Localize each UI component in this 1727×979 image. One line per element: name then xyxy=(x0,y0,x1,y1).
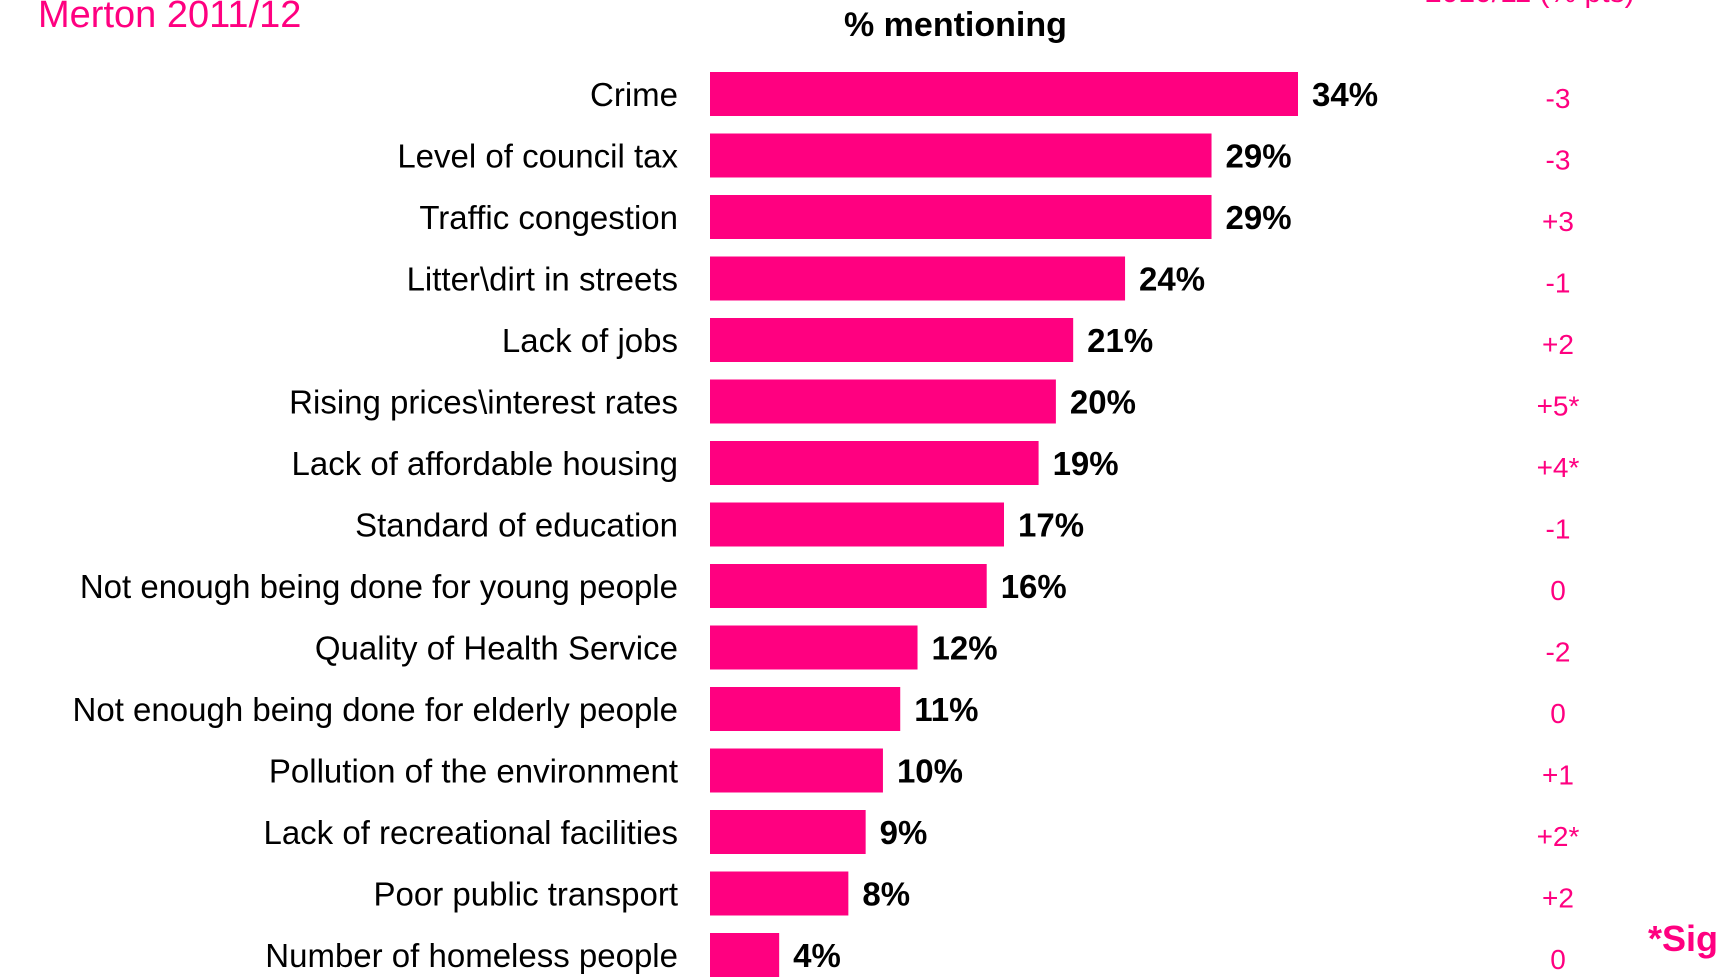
change-label-pollution-of-the-environment: +1 xyxy=(1542,760,1574,791)
category-label-lack-of-jobs: Lack of jobs xyxy=(502,322,678,359)
comparison-header-2010-11: 2010/11 (% pts) xyxy=(1425,0,1635,10)
change-label-not-enough-being-done-for-elderly-people: 0 xyxy=(1550,698,1566,729)
bar-not-enough-being-done-for-young-people xyxy=(710,564,987,608)
change-label-rising-prices-interest-rates: +5* xyxy=(1537,391,1580,422)
category-label-standard-of-education: Standard of education xyxy=(355,507,678,544)
axis-title-percent-mentioning: % mentioning xyxy=(844,6,1067,44)
change-label-lack-of-jobs: +2 xyxy=(1542,329,1574,360)
change-label-number-of-homeless-people: 0 xyxy=(1550,944,1566,975)
value-label-poor-public-transport: 8% xyxy=(862,876,910,913)
bar-standard-of-education xyxy=(710,502,1004,547)
subtitle-merton-2011-12: Merton 2011/12 xyxy=(38,0,302,36)
change-label-quality-of-health-service: -2 xyxy=(1546,637,1571,668)
bar-not-enough-being-done-for-elderly-people xyxy=(710,687,901,731)
category-label-lack-of-affordable-housing: Lack of affordable housing xyxy=(291,445,678,482)
bar-traffic-congestion xyxy=(710,195,1212,239)
category-label-not-enough-being-done-for-elderly-people: Not enough being done for elderly people xyxy=(73,691,678,728)
category-label-level-of-council-tax: Level of council tax xyxy=(397,138,678,175)
change-label-not-enough-being-done-for-young-people: 0 xyxy=(1550,575,1566,606)
value-label-litter-dirt-in-streets: 24% xyxy=(1139,261,1205,298)
value-label-quality-of-health-service: 12% xyxy=(932,630,998,667)
category-label-traffic-congestion: Traffic congestion xyxy=(419,199,678,236)
bar-crime xyxy=(710,72,1298,116)
change-label-standard-of-education: -1 xyxy=(1546,514,1571,545)
change-label-crime: -3 xyxy=(1546,83,1571,114)
value-label-lack-of-jobs: 21% xyxy=(1087,322,1153,359)
category-label-rising-prices-interest-rates: Rising prices\interest rates xyxy=(289,384,678,421)
bar-pollution-of-the-environment xyxy=(710,748,883,793)
bar-lack-of-affordable-housing xyxy=(710,441,1039,485)
bar-quality-of-health-service xyxy=(710,625,918,670)
value-label-not-enough-being-done-for-elderly-people: 11% xyxy=(914,691,978,728)
change-label-litter-dirt-in-streets: -1 xyxy=(1546,268,1571,299)
value-label-number-of-homeless-people: 4% xyxy=(793,937,841,974)
change-label-traffic-congestion: +3 xyxy=(1542,206,1574,237)
value-label-lack-of-affordable-housing: 19% xyxy=(1053,445,1119,482)
category-label-poor-public-transport: Poor public transport xyxy=(374,876,679,913)
category-label-quality-of-health-service: Quality of Health Service xyxy=(315,630,678,667)
change-label-lack-of-recreational-facilities: +2* xyxy=(1537,821,1580,852)
category-label-litter-dirt-in-streets: Litter\dirt in streets xyxy=(407,261,678,298)
change-label-level-of-council-tax: -3 xyxy=(1546,145,1571,176)
category-label-crime: Crime xyxy=(590,76,678,113)
value-label-not-enough-being-done-for-young-people: 16% xyxy=(1001,568,1067,605)
value-label-standard-of-education: 17% xyxy=(1018,507,1084,544)
value-label-rising-prices-interest-rates: 20% xyxy=(1070,384,1136,421)
change-label-lack-of-affordable-housing: +4* xyxy=(1537,452,1580,483)
significance-footnote: *Sig xyxy=(1648,918,1719,959)
bar-litter-dirt-in-streets xyxy=(710,256,1126,301)
category-label-lack-of-recreational-facilities: Lack of recreational facilities xyxy=(263,814,678,851)
category-label-number-of-homeless-people: Number of homeless people xyxy=(265,937,678,974)
bar-lack-of-recreational-facilities xyxy=(710,810,866,854)
value-label-level-of-council-tax: 29% xyxy=(1226,138,1292,175)
value-label-pollution-of-the-environment: 10% xyxy=(897,753,963,790)
value-label-traffic-congestion: 29% xyxy=(1226,199,1292,236)
bar-number-of-homeless-people xyxy=(710,933,780,977)
change-label-poor-public-transport: +2 xyxy=(1542,883,1574,914)
value-label-crime: 34% xyxy=(1312,76,1378,113)
bar-level-of-council-tax xyxy=(710,133,1212,178)
bar-poor-public-transport xyxy=(710,871,849,916)
value-label-lack-of-recreational-facilities: 9% xyxy=(880,814,928,851)
category-label-pollution-of-the-environment: Pollution of the environment xyxy=(269,753,678,790)
bar-lack-of-jobs xyxy=(710,318,1074,362)
category-label-not-enough-being-done-for-young-people: Not enough being done for young people xyxy=(80,568,678,605)
bar-rising-prices-interest-rates xyxy=(710,379,1056,424)
